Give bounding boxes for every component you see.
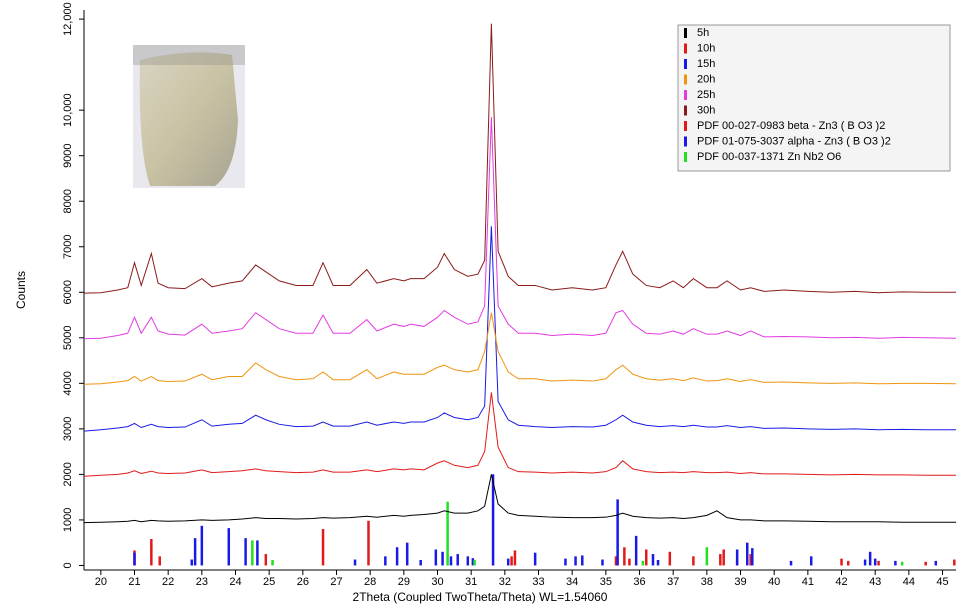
y-tick-label: 2000 [62, 462, 74, 486]
legend-label: 10h [697, 42, 715, 54]
xrd-line [83, 226, 956, 432]
x-tick-label: 32 [499, 576, 511, 588]
x-tick-label: 38 [701, 576, 713, 588]
xrd-line [83, 116, 956, 340]
x-tick-label: 25 [263, 576, 275, 588]
xrd-line [83, 392, 956, 477]
x-tick-label: 39 [734, 576, 746, 588]
legend-marker [684, 121, 687, 131]
legend-marker [684, 28, 687, 38]
y-tick-label: 6000 [62, 280, 74, 304]
xrd-line [83, 474, 956, 524]
x-tick-label: 31 [465, 576, 477, 588]
x-tick-label: 37 [667, 576, 679, 588]
x-tick-label: 45 [936, 576, 948, 588]
legend-box [677, 24, 951, 172]
x-tick-label: 36 [633, 576, 645, 588]
x-tick-label: 35 [600, 576, 612, 588]
x-tick-label: 28 [364, 576, 376, 588]
x-tick-label: 26 [297, 576, 309, 588]
y-tick-label: 5000 [62, 326, 74, 350]
legend-label: 20h [697, 73, 715, 85]
y-tick-label: 7000 [62, 235, 74, 259]
x-axis-label: 2Theta (Coupled TwoTheta/Theta) WL=1.540… [353, 590, 608, 604]
x-tick-label: 40 [768, 576, 780, 588]
legend-marker [684, 152, 687, 162]
y-tick-label: 8000 [62, 189, 74, 213]
y-tick-label: 4000 [62, 371, 74, 395]
x-tick-label: 30 [431, 576, 443, 588]
y-tick-label: 3000 [62, 417, 74, 441]
x-tick-label: 22 [162, 576, 174, 588]
legend-marker [684, 90, 687, 100]
x-tick-label: 42 [835, 576, 847, 588]
legend-label: PDF 00-037-1371 Zn Nb2 O6 [697, 151, 841, 163]
x-tick-label: 34 [566, 576, 578, 588]
legend-label: 5h [697, 27, 709, 39]
x-tick-label: 23 [196, 576, 208, 588]
x-tick-label: 29 [398, 576, 410, 588]
legend-marker [684, 74, 687, 85]
x-tick-label: 20 [95, 576, 107, 588]
x-tick-label: 44 [903, 576, 915, 588]
y-tick-label: 10,000 [62, 93, 74, 127]
x-tick-label: 27 [330, 576, 342, 588]
legend-label: PDF 01-075-3037 alpha - Zn3 ( B O3 )2 [697, 135, 891, 147]
legend-label: 25h [697, 89, 715, 101]
x-tick-label: 41 [802, 576, 814, 588]
x-tick-label: 21 [128, 576, 140, 588]
y-tick-label: 9000 [62, 143, 74, 167]
inset-photo [133, 45, 245, 188]
x-tick-label: 33 [532, 576, 544, 588]
y-tick-label: 0 [62, 562, 74, 568]
x-tick-label: 24 [229, 576, 241, 588]
y-tick-label: 1000 [62, 508, 74, 532]
xrd-line [83, 312, 956, 385]
x-tick-label: 43 [869, 576, 881, 588]
legend-label: 30h [697, 104, 715, 116]
y-tick-label: 12,000 [62, 2, 74, 36]
legend-marker [684, 105, 687, 116]
legend-marker [684, 59, 687, 69]
y-axis-label: Counts [14, 271, 28, 309]
legend-marker [684, 43, 687, 54]
legend-marker [684, 136, 687, 147]
legend-label: 15h [697, 58, 715, 70]
xrd-line [83, 23, 956, 294]
legend-label: PDF 00-027-0983 beta - Zn3 ( B O3 )2 [697, 120, 885, 132]
